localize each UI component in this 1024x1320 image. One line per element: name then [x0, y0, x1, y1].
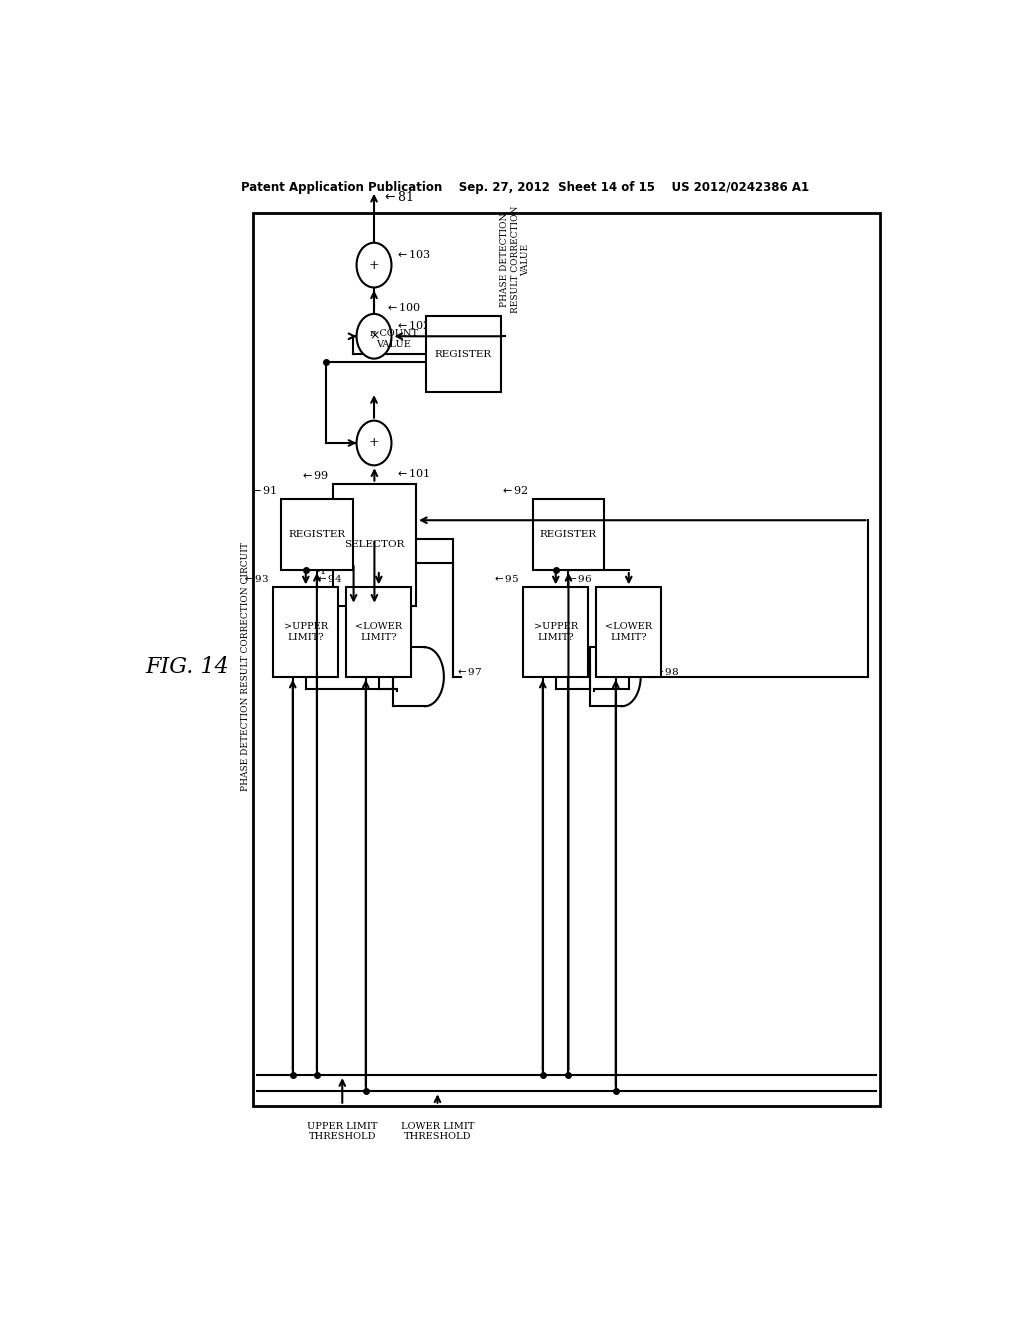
Text: >UPPER
LIMIT?: >UPPER LIMIT?: [534, 622, 578, 642]
Bar: [333, 483, 416, 606]
Text: $\leftarrow$98: $\leftarrow$98: [652, 667, 679, 677]
Text: $\leftarrow$94: $\leftarrow$94: [314, 573, 342, 585]
Text: ×: ×: [369, 330, 379, 343]
Circle shape: [356, 314, 391, 359]
Bar: [596, 587, 662, 677]
Text: PHASE DETECTION
RESULT CORRECTION
VALUE: PHASE DETECTION RESULT CORRECTION VALUE: [501, 206, 530, 313]
Text: REGISTER: REGISTER: [289, 529, 345, 539]
Text: '-1': '-1': [313, 568, 329, 576]
Text: $\leftarrow$91: $\leftarrow$91: [249, 484, 278, 496]
Text: $\leftarrow$102: $\leftarrow$102: [395, 319, 431, 331]
Circle shape: [356, 243, 391, 288]
Text: +: +: [369, 259, 379, 272]
Text: π COUNT
VALUE: π COUNT VALUE: [370, 329, 418, 348]
Text: $\leftarrow$95: $\leftarrow$95: [493, 573, 519, 585]
Text: $\leftarrow$92: $\leftarrow$92: [501, 484, 528, 496]
Text: <LOWER
LIMIT?: <LOWER LIMIT?: [355, 622, 402, 642]
Text: $\leftarrow$97: $\leftarrow$97: [455, 667, 482, 677]
Text: $\leftarrow$103: $\leftarrow$103: [395, 248, 431, 260]
Text: <LOWER
LIMIT?: <LOWER LIMIT?: [605, 622, 652, 642]
Text: +: +: [369, 437, 379, 450]
Text: Patent Application Publication    Sep. 27, 2012  Sheet 14 of 15    US 2012/02423: Patent Application Publication Sep. 27, …: [241, 181, 809, 194]
Text: REGISTER: REGISTER: [435, 350, 492, 359]
Text: $\leftarrow$81: $\leftarrow$81: [382, 190, 414, 205]
Text: >UPPER
LIMIT?: >UPPER LIMIT?: [284, 622, 328, 642]
Text: $\leftarrow$93: $\leftarrow$93: [242, 573, 269, 585]
Text: SELECTOR: SELECTOR: [344, 540, 404, 549]
Text: $\leftarrow$101: $\leftarrow$101: [395, 467, 431, 479]
Bar: [273, 587, 338, 677]
Bar: [426, 315, 501, 392]
Text: UPPER LIMIT
THRESHOLD: UPPER LIMIT THRESHOLD: [307, 1122, 378, 1142]
Text: $\leftarrow$100: $\leftarrow$100: [385, 301, 422, 313]
Bar: [532, 499, 604, 570]
Text: $\leftarrow$99: $\leftarrow$99: [300, 469, 329, 480]
Text: $\leftarrow$96: $\leftarrow$96: [565, 573, 592, 585]
Text: FIG. 14: FIG. 14: [145, 656, 229, 677]
Text: PHASE DETECTION RESULT CORRECTION CIRCUIT: PHASE DETECTION RESULT CORRECTION CIRCUI…: [241, 543, 250, 791]
Bar: [282, 499, 352, 570]
Bar: [523, 587, 588, 677]
Text: LOWER LIMIT
THRESHOLD: LOWER LIMIT THRESHOLD: [400, 1122, 474, 1142]
Text: REGISTER: REGISTER: [540, 529, 597, 539]
Bar: [253, 214, 881, 1106]
Circle shape: [356, 421, 391, 466]
Bar: [346, 587, 412, 677]
Text: '0': '0': [317, 503, 329, 512]
Text: '+1': '+1': [309, 535, 329, 543]
